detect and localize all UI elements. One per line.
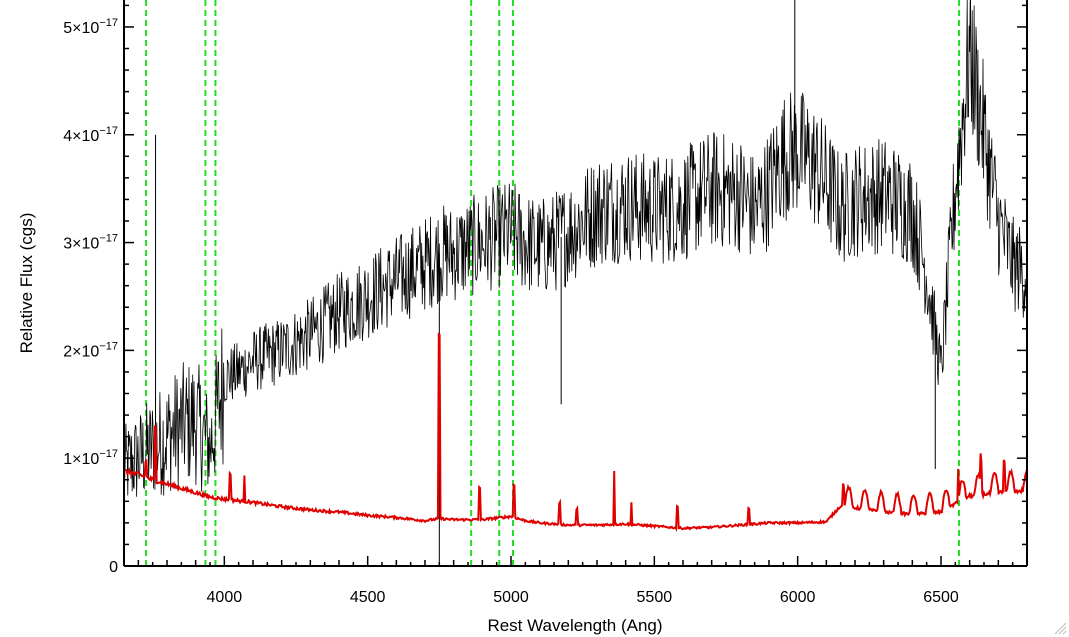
y-axis-title: Relative Flux (cgs) xyxy=(17,213,36,354)
y-tick-label: 4×10−17 xyxy=(63,125,118,145)
y-tick-label: 3×10−17 xyxy=(63,233,118,253)
x-tick-label: 6500 xyxy=(923,589,959,606)
x-tick-label: 4000 xyxy=(207,589,243,606)
observed-spectrum xyxy=(124,0,1027,566)
model-spectrum xyxy=(124,332,1027,533)
y-tick-label: 1×10−17 xyxy=(63,448,118,468)
tick-labels: 4000 4500 5000 5500 6000 6500 0 1×10−17 2×10−17 3… xyxy=(63,17,959,606)
x-tick-label: 6000 xyxy=(780,589,816,606)
x-tick-label: 4500 xyxy=(350,589,386,606)
observed-spectrum-line xyxy=(124,0,1027,497)
x-axis-title: Rest Wavelength (Ang) xyxy=(487,616,662,635)
y-tick-label: 0 xyxy=(109,559,118,576)
model-spectrum-line xyxy=(124,332,1027,533)
y-tick-label: 2×10−17 xyxy=(63,340,118,360)
plot-axes xyxy=(123,0,1028,567)
x-tick-label: 5000 xyxy=(493,589,529,606)
x-tick-label: 5500 xyxy=(637,589,673,606)
resize-grip-icon[interactable] xyxy=(1053,621,1067,635)
reference-lines xyxy=(145,0,961,566)
y-tick-label: 5×10−17 xyxy=(63,17,118,37)
